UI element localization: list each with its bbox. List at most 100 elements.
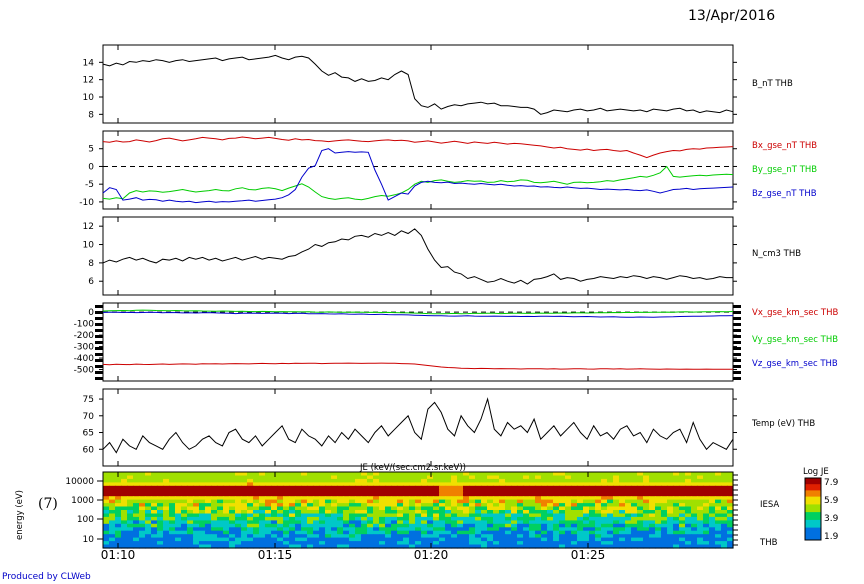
heatmap-cell <box>361 541 368 546</box>
heatmap-cell <box>355 516 362 521</box>
heatmap-cell <box>121 492 128 497</box>
heatmap-cell <box>319 496 326 501</box>
heatmap-cell <box>643 492 650 497</box>
heatmap-cell <box>523 530 530 535</box>
heatmap-cell <box>391 527 398 532</box>
heatmap-cell <box>289 499 296 504</box>
heatmap-cell <box>403 534 410 539</box>
heatmap-cell <box>271 489 278 494</box>
heatmap-cell <box>625 475 632 480</box>
heatmap-cell <box>193 516 200 521</box>
heatmap-cell <box>109 541 116 546</box>
heatmap-cell <box>667 523 674 528</box>
heatmap-cell <box>547 541 554 546</box>
heatmap-cell <box>271 534 278 539</box>
heatmap-cell <box>157 537 164 542</box>
heatmap-cell <box>205 475 212 480</box>
y-tick-label: -300 <box>74 343 95 353</box>
panel-frame <box>102 130 734 210</box>
heatmap-cell <box>607 527 614 532</box>
heatmap-cell <box>457 496 464 501</box>
heatmap-cell <box>265 499 272 504</box>
heatmap-cell <box>613 489 620 494</box>
heatmap-cell <box>661 485 668 490</box>
heatmap-cell <box>715 506 722 511</box>
heatmap-cell <box>403 527 410 532</box>
heatmap-cell <box>373 496 380 501</box>
heatmap-cell <box>301 527 308 532</box>
colorbar-segment <box>805 536 821 539</box>
heatmap-cell <box>121 478 128 483</box>
heatmap-cell <box>193 544 200 549</box>
minor-tick <box>733 323 741 326</box>
heatmap-cell <box>427 506 434 511</box>
heatmap-cell <box>319 513 326 518</box>
heatmap-cell <box>679 499 686 504</box>
heatmap-cell <box>133 523 140 528</box>
heatmap-cell <box>445 527 452 532</box>
heatmap-cell <box>427 510 434 515</box>
y-tick-label: -10 <box>79 198 94 208</box>
heatmap-cell <box>265 527 272 532</box>
heatmap-cell <box>613 544 620 549</box>
heatmap-cell <box>325 541 332 546</box>
heatmap-cell <box>211 503 218 508</box>
heatmap-cell <box>481 485 488 490</box>
heatmap-cell <box>565 513 572 518</box>
heatmap-cell <box>133 492 140 497</box>
heatmap-cell <box>277 541 284 546</box>
colorbar-segment <box>805 481 821 484</box>
heatmap-cell <box>235 472 242 477</box>
heatmap-cell <box>265 485 272 490</box>
heatmap-cell <box>331 513 338 518</box>
heatmap-cell <box>301 534 308 539</box>
heatmap-cell <box>373 537 380 542</box>
heatmap-cell <box>685 537 692 542</box>
heatmap-cell <box>211 499 218 504</box>
heatmap-cell <box>445 499 452 504</box>
heatmap-cell <box>505 472 512 477</box>
credit-link[interactable]: Produced by CLWeb <box>2 572 91 582</box>
heatmap-cell <box>283 478 290 483</box>
heatmap-cell <box>193 496 200 501</box>
heatmap-cell <box>535 513 542 518</box>
heatmap-cell <box>283 527 290 532</box>
heatmap-cell <box>613 537 620 542</box>
heatmap-cell <box>715 534 722 539</box>
heatmap-cell <box>397 513 404 518</box>
heatmap-cell <box>655 527 662 532</box>
heatmap-cell <box>241 485 248 490</box>
heatmap-cell <box>325 544 332 549</box>
heatmap-cell <box>307 478 314 483</box>
heatmap-cell <box>217 530 224 535</box>
heatmap-cell <box>121 503 128 508</box>
heatmap-cell <box>385 478 392 483</box>
heatmap-cell <box>601 544 608 549</box>
heatmap-cell <box>715 503 722 508</box>
heatmap-cell <box>241 478 248 483</box>
heatmap-cell <box>295 496 302 501</box>
heatmap-cell <box>523 496 530 501</box>
heatmap-cell <box>505 482 512 487</box>
heatmap-cell <box>169 482 176 487</box>
heatmap-cell <box>601 513 608 518</box>
heatmap-cell <box>475 541 482 546</box>
heatmap-cell <box>241 475 248 480</box>
heatmap-cell <box>655 478 662 483</box>
heatmap-cell <box>169 485 176 490</box>
heatmap-cell <box>565 534 572 539</box>
heatmap-cell <box>391 530 398 535</box>
heatmap-cell <box>451 506 458 511</box>
heatmap-cell <box>349 472 356 477</box>
heatmap-cell <box>535 541 542 546</box>
heatmap-cell <box>721 544 728 549</box>
heatmap-cell <box>631 482 638 487</box>
heatmap-cell <box>517 534 524 539</box>
heatmap-cell <box>355 485 362 490</box>
heatmap-cell <box>349 527 356 532</box>
heatmap-cell <box>595 516 602 521</box>
heatmap-cell <box>493 544 500 549</box>
heatmap-cell <box>439 516 446 521</box>
x-tick-label: 01:10 <box>101 548 136 562</box>
heatmap-cell <box>571 478 578 483</box>
